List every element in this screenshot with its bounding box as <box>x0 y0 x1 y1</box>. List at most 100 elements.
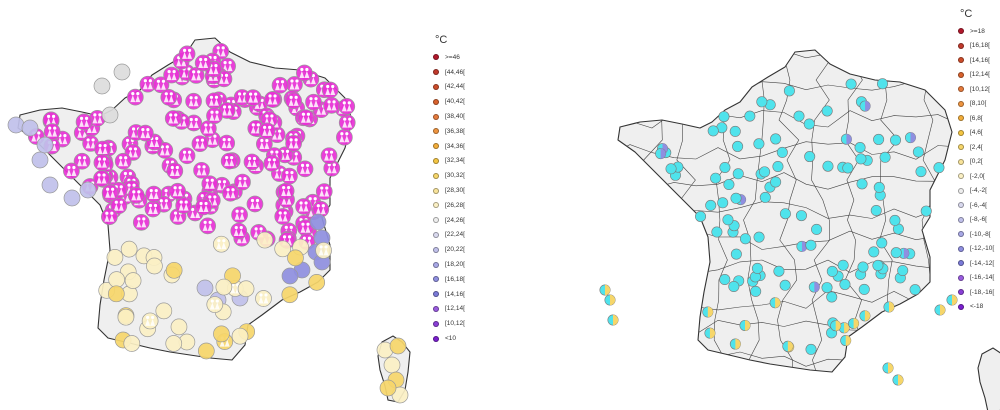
legend-label: [6,8[ <box>970 114 983 122</box>
legend-label: [10,12[ <box>970 85 990 93</box>
station-marker <box>263 154 281 172</box>
right-legend-item: [16,18[ <box>958 39 994 54</box>
legend-swatch <box>958 28 964 35</box>
legend-label: [-16,-14[ <box>970 274 995 282</box>
right-legend-item: >=18 <box>958 24 994 39</box>
station-marker <box>63 189 81 207</box>
legend-label: [38,40[ <box>445 113 465 121</box>
station-marker <box>94 140 111 158</box>
legend-label: [8,10[ <box>970 100 987 108</box>
station-marker <box>873 133 885 145</box>
station-marker <box>890 134 902 146</box>
legend-swatch <box>958 173 964 180</box>
station-marker <box>838 322 850 334</box>
legend-swatch <box>958 144 964 151</box>
station-marker <box>338 114 356 132</box>
station-marker <box>704 327 716 339</box>
station-marker <box>199 120 217 137</box>
station-marker <box>946 294 958 306</box>
legend-label: [12,14[ <box>445 305 465 313</box>
station-marker <box>199 217 217 235</box>
left-legend-item: [38,40[ <box>433 109 465 124</box>
legend-swatch <box>958 57 964 64</box>
station-marker <box>873 181 885 193</box>
legend-swatch <box>433 261 439 268</box>
legend-swatch <box>433 231 439 238</box>
station-marker <box>320 147 338 165</box>
station-marker <box>295 198 312 215</box>
station-marker <box>379 379 397 397</box>
legend-unit-right: °C <box>960 8 973 20</box>
legend-label: [16,18[ <box>445 275 465 283</box>
legend-swatch <box>433 98 439 105</box>
station-marker <box>744 110 756 122</box>
station-marker <box>160 88 178 106</box>
legend-label: [16,18[ <box>970 42 990 50</box>
station-marker <box>842 162 854 174</box>
station-marker <box>711 226 723 238</box>
station-marker <box>277 182 295 200</box>
legend-label: [22,24[ <box>445 231 465 239</box>
legend-swatch <box>433 143 439 150</box>
station-marker <box>231 206 248 224</box>
legend-label: [40,42[ <box>445 98 465 106</box>
left-map-panel: °C >=46 [44,46[[42,44[[40,42[[38,40[[36,3… <box>7 34 465 404</box>
legend-swatch <box>958 231 964 238</box>
station-marker <box>707 125 719 137</box>
station-marker <box>114 152 132 170</box>
station-marker <box>822 160 834 172</box>
legend-label: <10 <box>445 335 457 343</box>
legend-swatch <box>433 276 439 283</box>
station-marker <box>879 151 891 163</box>
station-marker <box>120 240 138 258</box>
legend-swatch <box>958 71 964 78</box>
right-legend-item: [4,6[ <box>958 126 994 141</box>
station-marker <box>751 262 763 274</box>
station-marker <box>759 166 771 178</box>
station-marker <box>234 173 251 191</box>
station-marker <box>224 267 241 285</box>
station-marker <box>165 335 183 352</box>
station-marker <box>876 237 888 249</box>
station-marker <box>770 133 782 145</box>
station-marker <box>753 231 765 243</box>
right-map-panel: °C >=18 [16,18[[14,16[[12,14[[10,12[[8,10… <box>500 0 1000 410</box>
legend-label: [30,32[ <box>445 172 465 180</box>
legend-swatch <box>433 320 439 327</box>
left-legend-item: [34,36[ <box>433 139 465 154</box>
legend-label: [-18,-16[ <box>970 288 995 296</box>
station-marker <box>185 114 203 132</box>
station-marker <box>193 161 210 179</box>
station-marker <box>855 153 867 165</box>
station-marker <box>933 162 945 174</box>
station-marker <box>695 210 707 222</box>
station-marker <box>604 294 616 306</box>
station-marker <box>297 109 315 127</box>
station-marker <box>113 63 131 81</box>
station-marker <box>187 67 205 84</box>
left-legend-item: [22,24[ <box>433 228 465 243</box>
right-legend-item: [0,2[ <box>958 155 994 170</box>
station-marker <box>772 161 784 173</box>
station-marker <box>231 327 249 345</box>
legend-label: >=18 <box>970 27 985 35</box>
station-marker <box>7 116 25 134</box>
left-legend-item: [20,22[ <box>433 242 465 257</box>
station-marker <box>321 81 339 99</box>
station-marker <box>750 285 762 297</box>
station-marker <box>274 208 292 225</box>
station-marker <box>195 198 212 216</box>
legend-unit-left: °C <box>435 34 448 46</box>
station-marker <box>383 356 401 374</box>
station-marker <box>169 182 186 200</box>
legend-swatch <box>433 113 439 120</box>
station-markers-right <box>599 78 958 386</box>
station-marker <box>732 140 744 152</box>
station-marker <box>106 249 124 266</box>
station-marker <box>178 45 196 63</box>
station-marker <box>872 259 884 271</box>
legend-swatch <box>433 69 439 76</box>
station-marker <box>281 286 299 304</box>
station-marker <box>753 138 765 150</box>
station-marker <box>739 233 751 245</box>
